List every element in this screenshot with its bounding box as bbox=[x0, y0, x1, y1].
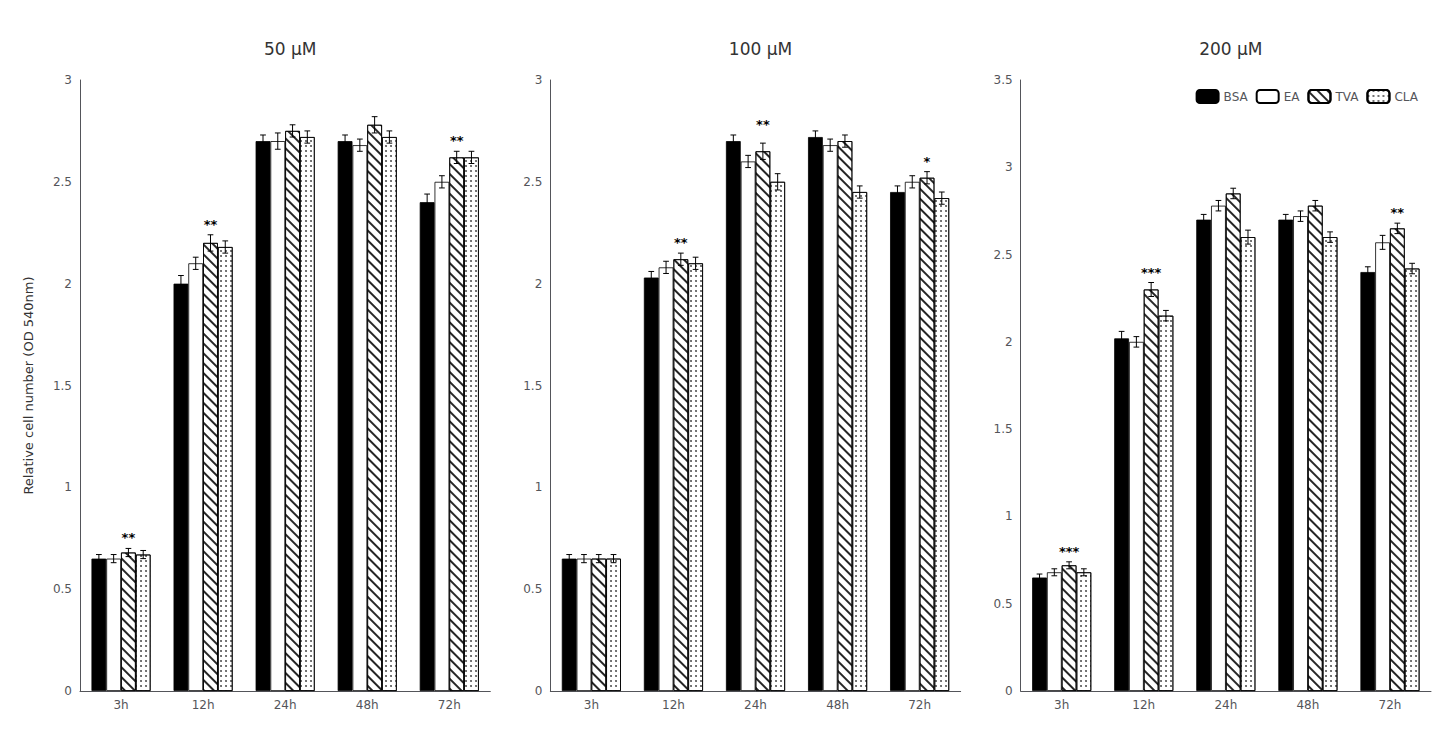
svg-text:3: 3 bbox=[535, 73, 543, 87]
svg-text:1.5: 1.5 bbox=[523, 379, 542, 393]
svg-text:3: 3 bbox=[64, 73, 72, 87]
svg-text:12h: 12h bbox=[1132, 698, 1155, 712]
svg-text:1: 1 bbox=[1005, 509, 1013, 523]
svg-text:200 μM: 200 μM bbox=[1199, 39, 1262, 59]
svg-text:1.5: 1.5 bbox=[994, 422, 1013, 436]
svg-text:3.5: 3.5 bbox=[994, 73, 1013, 87]
svg-text:48h: 48h bbox=[1296, 698, 1319, 712]
svg-text:2.5: 2.5 bbox=[523, 175, 542, 189]
svg-text:TVA: TVA bbox=[1334, 90, 1359, 104]
svg-text:3h: 3h bbox=[113, 698, 128, 712]
svg-text:0.5: 0.5 bbox=[53, 582, 72, 596]
svg-text:50 μM: 50 μM bbox=[264, 39, 317, 59]
svg-text:72h: 72h bbox=[1379, 698, 1402, 712]
svg-text:12h: 12h bbox=[192, 698, 215, 712]
svg-text:48h: 48h bbox=[356, 698, 379, 712]
svg-text:72h: 72h bbox=[438, 698, 461, 712]
svg-text:0.5: 0.5 bbox=[994, 597, 1013, 611]
svg-text:Relative cell number (OD 540nm: Relative cell number (OD 540nm) bbox=[21, 276, 36, 494]
svg-text:24h: 24h bbox=[1214, 698, 1237, 712]
svg-text:2.5: 2.5 bbox=[994, 248, 1013, 262]
svg-text:CLA: CLA bbox=[1394, 90, 1418, 104]
svg-text:BSA: BSA bbox=[1224, 90, 1249, 104]
svg-text:0.5: 0.5 bbox=[523, 582, 542, 596]
svg-text:1: 1 bbox=[64, 480, 72, 494]
svg-text:72h: 72h bbox=[908, 698, 931, 712]
svg-text:2: 2 bbox=[535, 277, 543, 291]
svg-text:0: 0 bbox=[535, 684, 543, 698]
svg-text:***: *** bbox=[1141, 265, 1162, 280]
svg-text:0: 0 bbox=[1005, 684, 1013, 698]
svg-text:100 μM: 100 μM bbox=[729, 39, 792, 59]
svg-text:3h: 3h bbox=[584, 698, 599, 712]
svg-text:2: 2 bbox=[1005, 335, 1013, 349]
svg-text:**: ** bbox=[122, 530, 136, 545]
svg-text:2.5: 2.5 bbox=[53, 175, 72, 189]
svg-text:48h: 48h bbox=[826, 698, 849, 712]
svg-text:12h: 12h bbox=[662, 698, 685, 712]
svg-text:1.5: 1.5 bbox=[53, 379, 72, 393]
svg-text:24h: 24h bbox=[274, 698, 297, 712]
svg-text:**: ** bbox=[756, 117, 770, 132]
svg-text:**: ** bbox=[450, 133, 464, 148]
svg-text:*: * bbox=[924, 154, 931, 169]
svg-text:**: ** bbox=[674, 235, 688, 250]
svg-text:2: 2 bbox=[64, 277, 72, 291]
svg-text:1: 1 bbox=[535, 480, 543, 494]
svg-text:24h: 24h bbox=[744, 698, 767, 712]
svg-text:EA: EA bbox=[1284, 90, 1301, 104]
svg-text:3h: 3h bbox=[1054, 698, 1069, 712]
svg-text:0: 0 bbox=[64, 684, 72, 698]
svg-text:**: ** bbox=[1391, 205, 1405, 220]
svg-text:**: ** bbox=[204, 217, 218, 232]
svg-text:3: 3 bbox=[1005, 160, 1013, 174]
svg-text:***: *** bbox=[1059, 544, 1080, 559]
